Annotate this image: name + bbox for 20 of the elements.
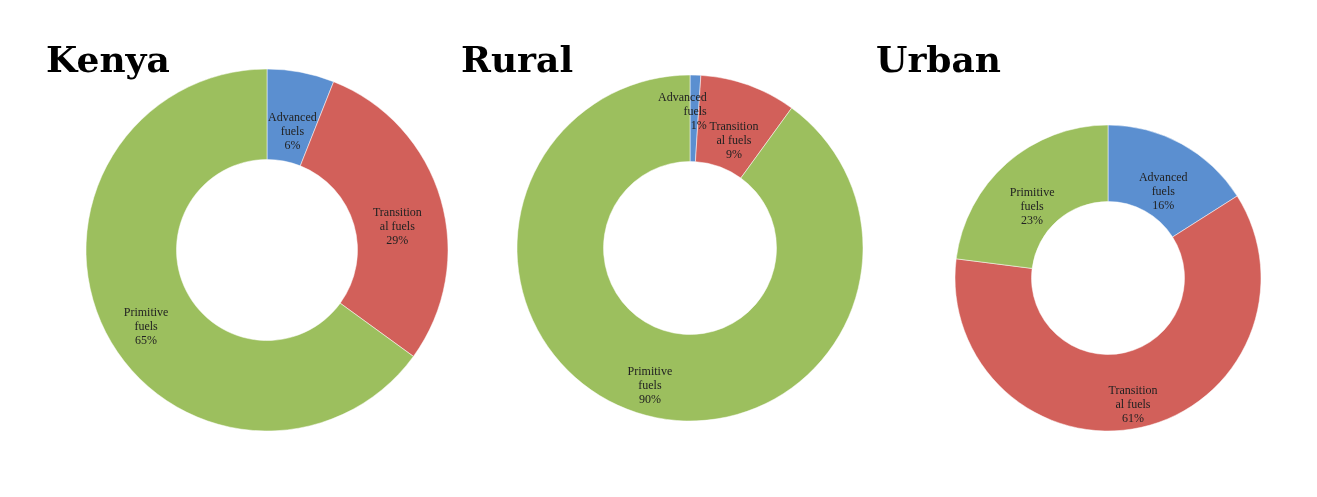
slice-label: Advanced fuels xyxy=(268,109,317,138)
slice-label: Primitive fuels xyxy=(1009,184,1055,213)
data-label: 65% xyxy=(135,332,158,347)
data-label: 61% xyxy=(1122,410,1145,425)
slice-label: Advanced fuels xyxy=(1138,170,1188,199)
slice-label: Transition al fuels xyxy=(1108,382,1158,411)
slice-label: Transition al fuels xyxy=(709,118,759,147)
data-label: 23% xyxy=(1021,212,1044,227)
data-label: 90% xyxy=(638,392,661,407)
slice-label: Primitive fuels xyxy=(123,304,169,333)
chart-title: Urban xyxy=(876,38,1002,80)
slice-label: Primitive fuels xyxy=(627,364,673,393)
slice-label: Transition al fuels xyxy=(372,205,422,234)
donut-slice xyxy=(516,74,864,421)
chart-title: Kenya xyxy=(46,38,170,80)
data-label: 16% xyxy=(1152,198,1175,213)
data-label: 29% xyxy=(386,233,409,248)
data-label: 6% xyxy=(284,137,301,152)
chart-title: Rural xyxy=(461,38,574,80)
data-label: 9% xyxy=(725,146,742,161)
